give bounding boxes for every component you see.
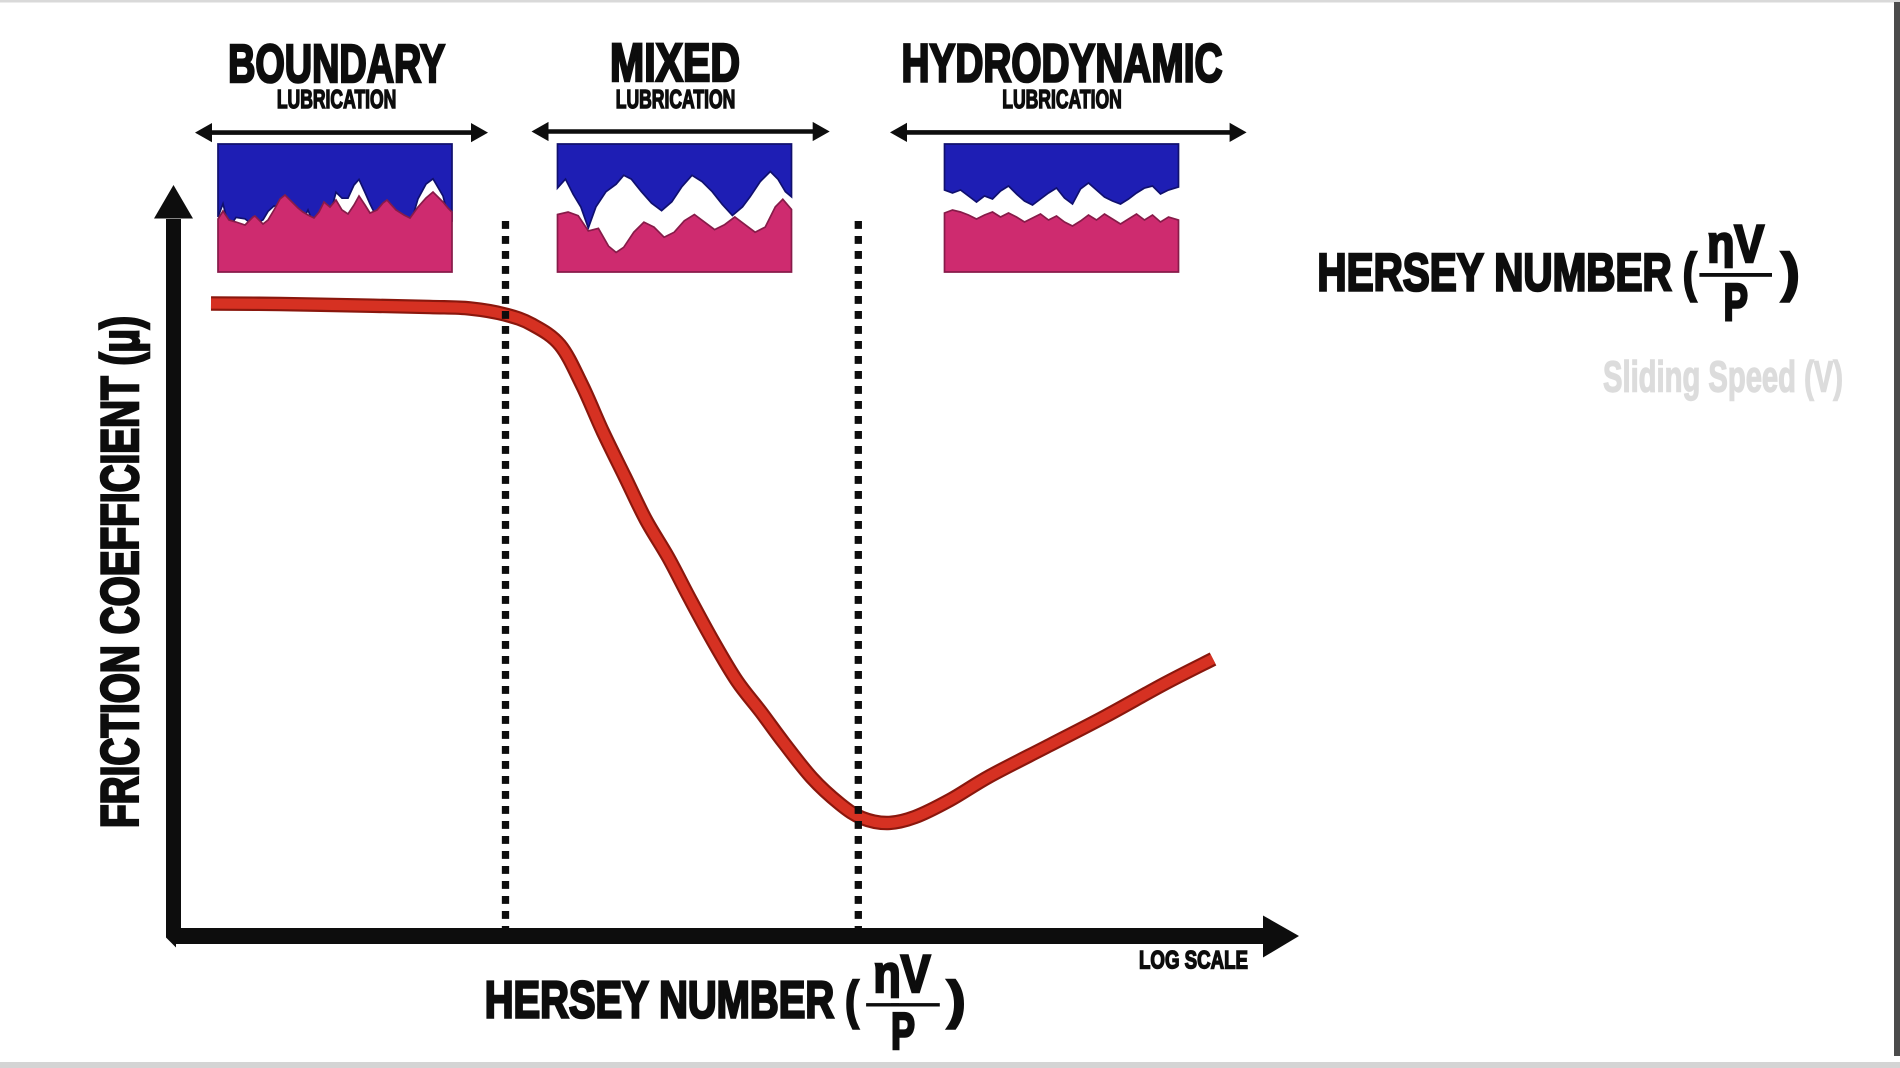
svg-text:MIXED: MIXED	[610, 33, 740, 93]
svg-text:ηV: ηV	[1707, 215, 1764, 274]
svg-text:LUBRICATION: LUBRICATION	[277, 86, 397, 114]
svg-text:): )	[1782, 244, 1800, 303]
svg-text:FRICTION COEFFICIENT (μ): FRICTION COEFFICIENT (μ)	[91, 316, 150, 828]
svg-text:HERSEY NUMBER (: HERSEY NUMBER (	[1317, 244, 1696, 303]
svg-text:P: P	[1723, 274, 1748, 333]
svg-text:P: P	[891, 1003, 915, 1061]
svg-text:LUBRICATION: LUBRICATION	[1002, 86, 1122, 114]
svg-text:BOUNDARY: BOUNDARY	[228, 34, 445, 94]
svg-text:Sliding Speed (V): Sliding Speed (V)	[1603, 353, 1843, 402]
svg-text:ηV: ηV	[874, 945, 931, 1004]
svg-text:HYDRODYNAMIC: HYDRODYNAMIC	[902, 34, 1223, 94]
svg-text:LUBRICATION: LUBRICATION	[616, 86, 736, 114]
svg-text:LOG SCALE: LOG SCALE	[1139, 946, 1248, 974]
svg-text:): )	[947, 972, 965, 1030]
svg-text:HERSEY NUMBER (: HERSEY NUMBER (	[485, 972, 859, 1030]
